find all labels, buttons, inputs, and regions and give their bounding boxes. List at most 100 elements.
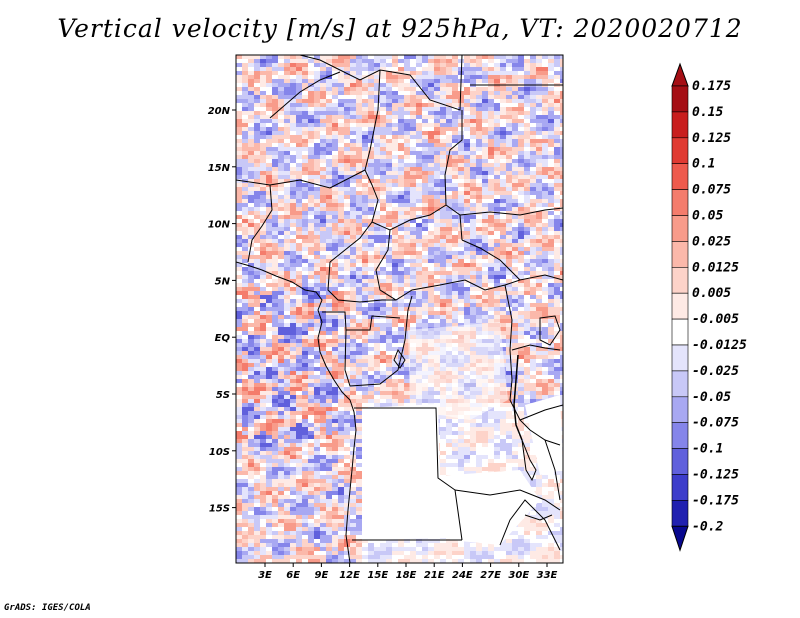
field-cell (266, 311, 272, 315)
field-cell (290, 347, 296, 351)
field-cell (272, 103, 278, 107)
field-cell (434, 55, 440, 59)
field-cell (302, 439, 308, 443)
field-cell (458, 235, 464, 239)
field-cell (434, 75, 440, 79)
field-cell (554, 71, 560, 75)
field-cell (470, 239, 476, 243)
field-cell (260, 279, 266, 283)
field-cell (542, 95, 548, 99)
field-cell (296, 107, 302, 111)
field-cell (452, 443, 458, 447)
field-cell (392, 259, 398, 263)
field-cell (494, 243, 500, 247)
field-cell (536, 79, 542, 83)
field-cell (260, 167, 266, 171)
field-cell (494, 91, 500, 95)
field-cell (272, 71, 278, 75)
field-cell (290, 191, 296, 195)
field-cell (260, 343, 266, 347)
field-cell (338, 135, 344, 139)
field-cell (326, 379, 332, 383)
field-cell (488, 179, 494, 183)
field-cell (374, 227, 380, 231)
field-cell (374, 231, 380, 235)
field-cell (242, 355, 248, 359)
field-cell (530, 211, 536, 215)
field-cell (266, 343, 272, 347)
field-cell (524, 387, 530, 391)
field-cell (248, 347, 254, 351)
field-cell (326, 375, 332, 379)
field-cell (560, 159, 563, 163)
field-cell (548, 387, 554, 391)
field-cell (452, 291, 458, 295)
field-cell (482, 111, 488, 115)
field-cell (344, 167, 350, 171)
field-cell (338, 111, 344, 115)
field-cell (326, 99, 332, 103)
field-cell (266, 235, 272, 239)
field-cell (524, 167, 530, 171)
field-cell (560, 211, 563, 215)
field-cell (542, 395, 548, 399)
field-cell (554, 331, 560, 335)
field-cell (530, 375, 536, 379)
field-cell (296, 95, 302, 99)
field-cell (536, 347, 542, 351)
field-cell (476, 267, 482, 271)
field-cell (494, 287, 500, 291)
field-cell (482, 251, 488, 255)
field-cell (338, 431, 344, 435)
field-cell (308, 371, 314, 375)
field-cell (512, 59, 518, 63)
field-cell (470, 251, 476, 255)
field-cell (524, 135, 530, 139)
field-cell (344, 83, 350, 87)
field-cell (464, 127, 470, 131)
field-cell (434, 171, 440, 175)
field-cell (260, 447, 266, 451)
field-cell (536, 99, 542, 103)
field-cell (332, 139, 338, 143)
field-cell (380, 323, 386, 327)
field-cell (530, 259, 536, 263)
field-cell (350, 63, 356, 67)
field-cell (296, 83, 302, 87)
field-cell (278, 263, 284, 267)
field-cell (278, 323, 284, 327)
field-cell (284, 295, 290, 299)
field-cell (542, 199, 548, 203)
field-cell (242, 107, 248, 111)
field-cell (374, 59, 380, 63)
field-cell (494, 307, 500, 311)
field-cell (260, 303, 266, 307)
field-cell (458, 435, 464, 439)
field-cell (422, 79, 428, 83)
field-cell (236, 347, 242, 351)
field-cell (500, 319, 506, 323)
field-cell (434, 79, 440, 83)
field-cell (272, 163, 278, 167)
field-cell (326, 107, 332, 111)
field-cell (452, 195, 458, 199)
field-cell (302, 363, 308, 367)
field-cell (266, 223, 272, 227)
field-cell (242, 343, 248, 347)
field-cell (476, 311, 482, 315)
field-cell (290, 351, 296, 355)
field-cell (284, 239, 290, 243)
field-cell (362, 107, 368, 111)
field-cell (356, 207, 362, 211)
field-cell (554, 159, 560, 163)
field-cell (284, 259, 290, 263)
field-cell (308, 235, 314, 239)
field-cell (356, 307, 362, 311)
field-cell (434, 183, 440, 187)
field-cell (548, 395, 554, 399)
field-cell (284, 443, 290, 447)
field-cell (524, 315, 530, 319)
field-cell (362, 187, 368, 191)
field-cell (554, 75, 560, 79)
field-cell (254, 131, 260, 135)
